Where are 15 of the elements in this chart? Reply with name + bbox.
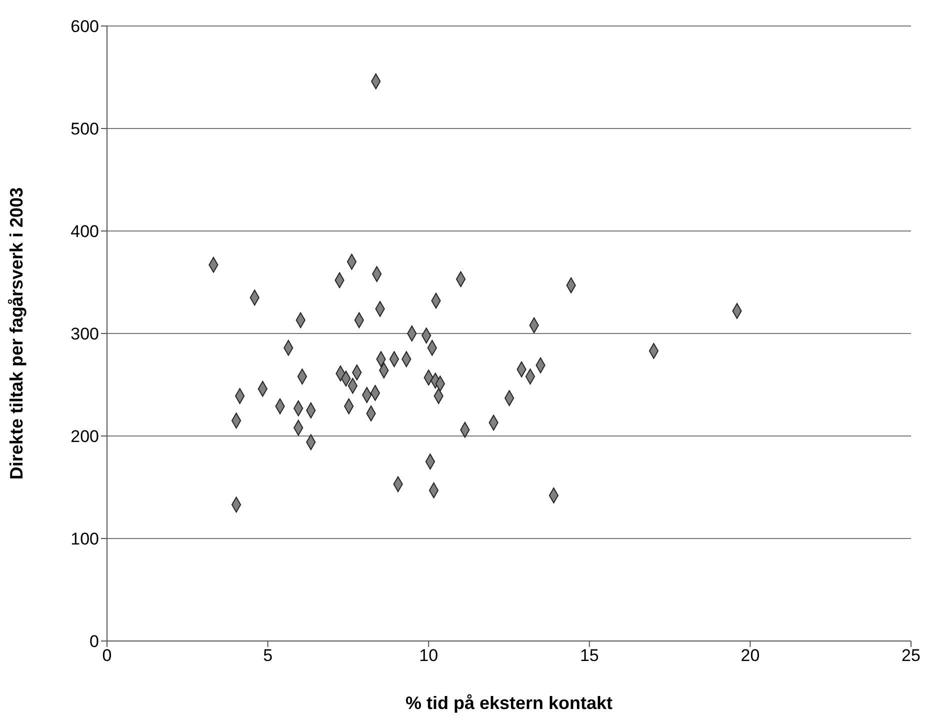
y-tick-label: 400 (70, 222, 99, 242)
y-tick-label: 300 (70, 324, 99, 344)
x-tick-label: 0 (102, 646, 112, 666)
y-tick-label: 0 (90, 632, 99, 652)
x-axis-title: % tid på ekstern kontakt (405, 693, 613, 713)
x-tick-label: 25 (902, 646, 920, 666)
y-tick-label: 200 (70, 427, 99, 446)
y-tick-label: 100 (70, 530, 99, 549)
x-tick-label: 10 (419, 646, 438, 666)
x-tick-label: 5 (263, 646, 273, 666)
y-tick-label: 500 (70, 120, 99, 139)
y-axis-title: Direkte tiltak per fagårsverk i 2003 (6, 187, 26, 480)
x-tick-label: 20 (740, 646, 760, 666)
y-tick-label: 600 (70, 17, 99, 36)
x-tick-label: 15 (580, 646, 599, 666)
